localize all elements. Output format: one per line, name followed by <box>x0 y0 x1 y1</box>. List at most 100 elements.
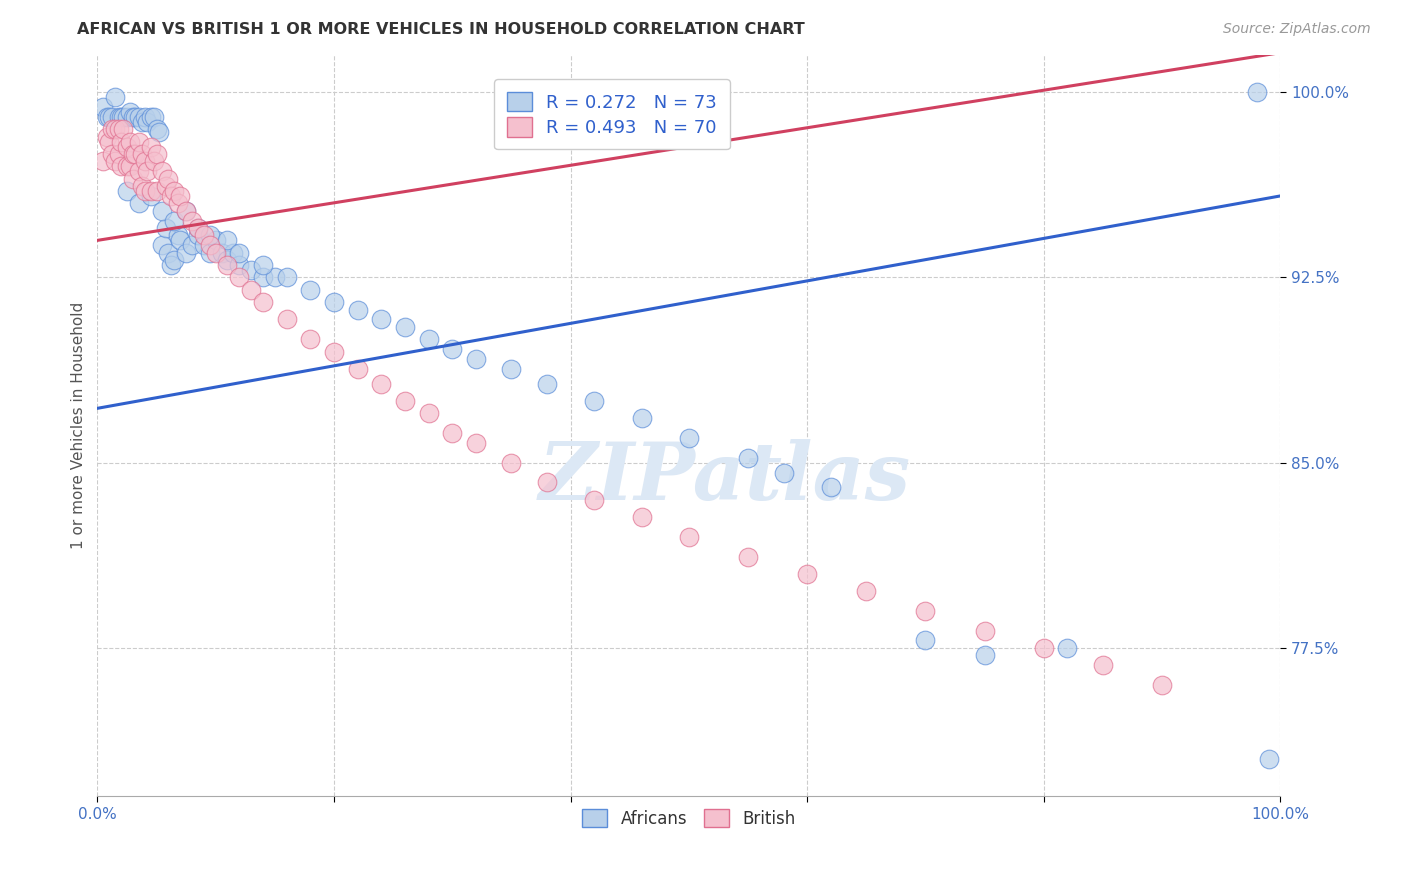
Point <box>464 351 486 366</box>
Point <box>1257 752 1279 766</box>
Point <box>501 456 523 470</box>
Point <box>217 253 239 268</box>
Point <box>112 110 135 124</box>
Point <box>418 406 440 420</box>
Point <box>394 319 416 334</box>
Point <box>163 253 186 268</box>
Point <box>240 263 263 277</box>
Point <box>166 228 188 243</box>
Point <box>299 332 322 346</box>
Point <box>152 238 174 252</box>
Point <box>973 624 995 638</box>
Point <box>134 154 156 169</box>
Point <box>263 270 285 285</box>
Point <box>187 228 209 243</box>
Point <box>187 221 209 235</box>
Point <box>536 475 558 490</box>
Point <box>163 213 186 227</box>
Point <box>394 393 416 408</box>
Point <box>121 171 143 186</box>
Point <box>145 147 167 161</box>
Point <box>134 110 156 124</box>
Point <box>323 344 346 359</box>
Point <box>914 633 936 648</box>
Point <box>174 203 197 218</box>
Point <box>1152 678 1174 692</box>
Point <box>252 295 274 310</box>
Point <box>222 245 245 260</box>
Point <box>120 135 142 149</box>
Point <box>678 431 700 445</box>
Point <box>112 122 135 136</box>
Point <box>131 147 153 161</box>
Point <box>370 312 392 326</box>
Point <box>100 122 122 136</box>
Point <box>796 566 818 581</box>
Point <box>914 604 936 618</box>
Point <box>1056 640 1078 655</box>
Y-axis label: 1 or more Vehicles in Household: 1 or more Vehicles in Household <box>72 302 86 549</box>
Point <box>143 110 166 124</box>
Point <box>159 189 181 203</box>
Point <box>228 270 250 285</box>
Point <box>418 332 440 346</box>
Point <box>193 238 215 252</box>
Point <box>737 450 759 465</box>
Point <box>98 110 121 124</box>
Point <box>217 258 239 272</box>
Legend: Africans, British: Africans, British <box>574 801 804 836</box>
Point <box>98 135 121 149</box>
Point <box>104 90 127 104</box>
Point <box>121 110 143 124</box>
Point <box>120 159 142 173</box>
Point <box>252 258 274 272</box>
Point <box>501 361 523 376</box>
Point <box>110 159 132 173</box>
Point <box>346 302 368 317</box>
Point <box>464 436 486 450</box>
Point <box>134 184 156 198</box>
Point <box>323 295 346 310</box>
Point <box>228 245 250 260</box>
Point <box>139 110 162 124</box>
Point <box>115 110 138 124</box>
Point <box>370 376 392 391</box>
Text: AFRICAN VS BRITISH 1 OR MORE VEHICLES IN HOUSEHOLD CORRELATION CHART: AFRICAN VS BRITISH 1 OR MORE VEHICLES IN… <box>77 22 806 37</box>
Point <box>148 125 170 139</box>
Point <box>155 221 177 235</box>
Point <box>240 283 263 297</box>
Point <box>124 147 146 161</box>
Point <box>110 110 132 124</box>
Point <box>772 466 794 480</box>
Point <box>973 648 995 663</box>
Point <box>1246 85 1268 99</box>
Point <box>131 179 153 194</box>
Point <box>157 245 180 260</box>
Text: ZIPatlas: ZIPatlas <box>538 439 911 516</box>
Point <box>198 238 221 252</box>
Point <box>855 584 877 599</box>
Point <box>107 122 129 136</box>
Point <box>152 164 174 178</box>
Point <box>166 196 188 211</box>
Point <box>217 233 239 247</box>
Point <box>630 510 652 524</box>
Point <box>1091 658 1114 673</box>
Point <box>107 147 129 161</box>
Point <box>91 100 114 114</box>
Point <box>174 203 197 218</box>
Point <box>128 196 150 211</box>
Text: Source: ZipAtlas.com: Source: ZipAtlas.com <box>1223 22 1371 37</box>
Point <box>181 238 204 252</box>
Point <box>276 270 298 285</box>
Point <box>128 110 150 124</box>
Point <box>157 171 180 186</box>
Point <box>169 189 191 203</box>
Point <box>152 203 174 218</box>
Point <box>124 110 146 124</box>
Point <box>139 189 162 203</box>
Point <box>143 154 166 169</box>
Point <box>115 184 138 198</box>
Point <box>104 154 127 169</box>
Point <box>583 492 606 507</box>
